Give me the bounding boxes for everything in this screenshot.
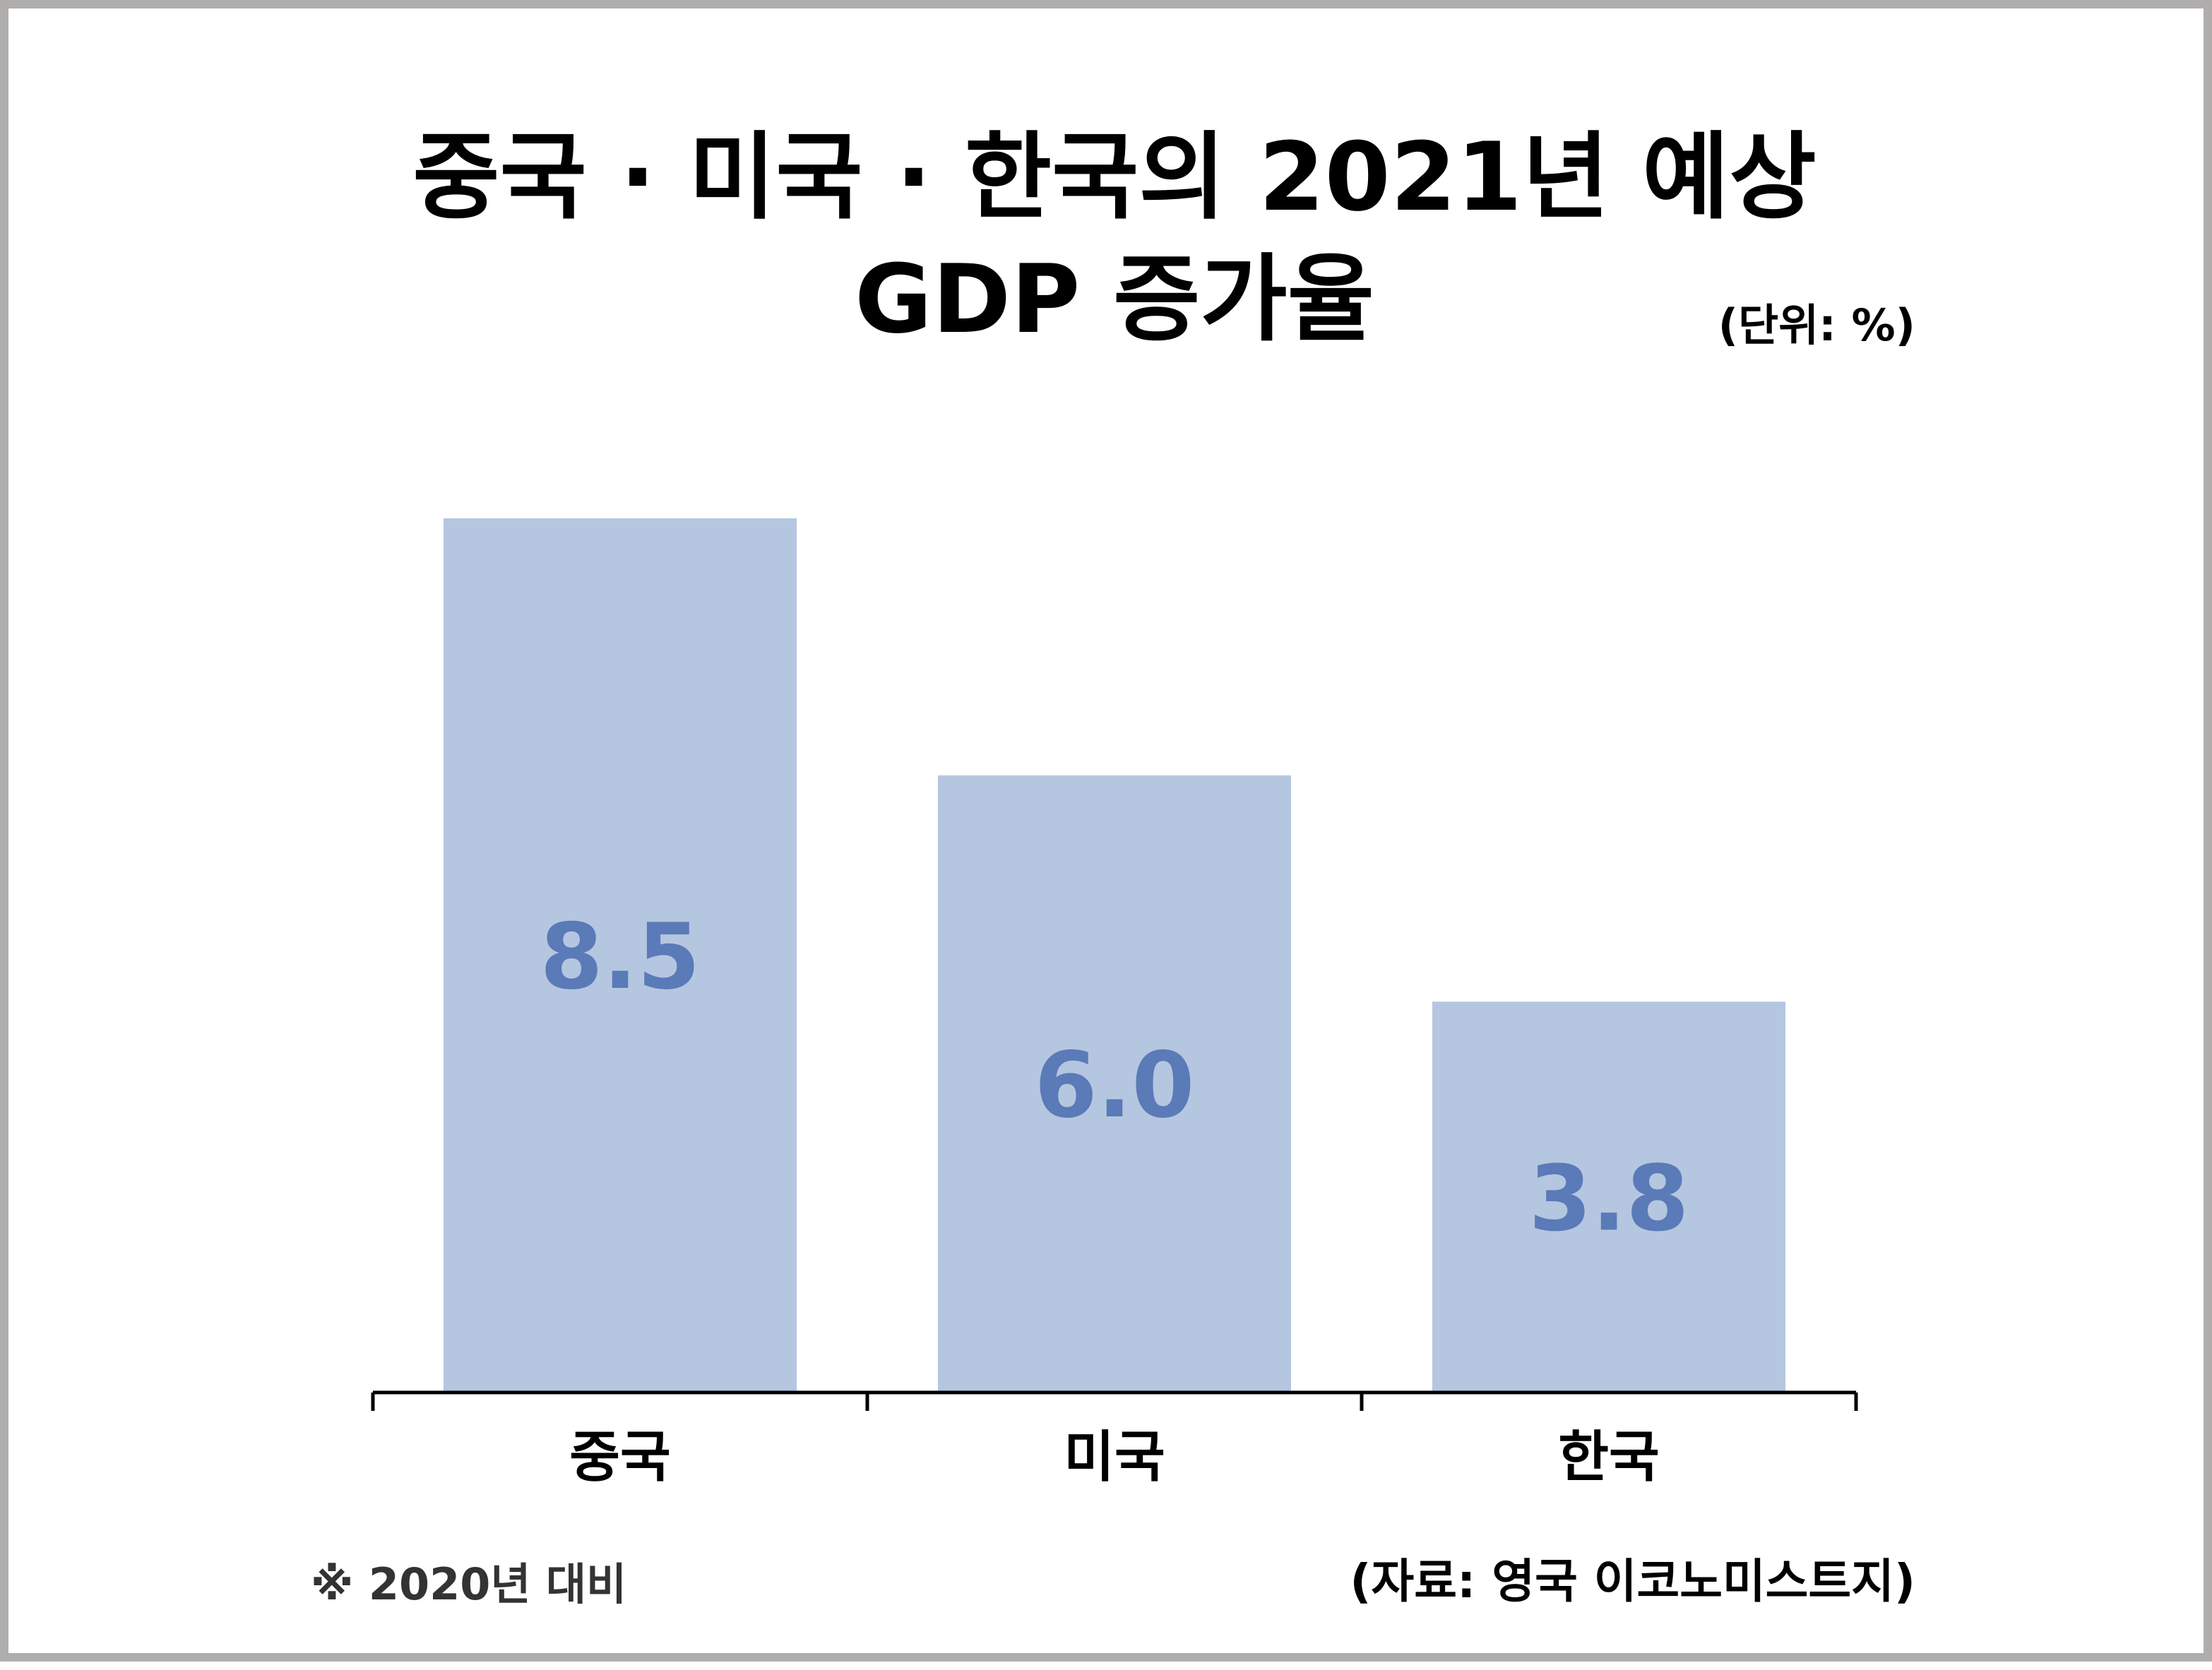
- footnote: ※ 2020년 대비: [311, 1558, 626, 1610]
- bars-group: 8.5 6.0 3.8: [444, 518, 1785, 1392]
- category-label-2: 미국: [1064, 1426, 1165, 1489]
- category-labels: 중국 미국 한국: [569, 1426, 1660, 1489]
- category-label-1: 중국: [569, 1426, 671, 1489]
- value-label-1: 8.5: [540, 905, 701, 1010]
- source-note: (자료: 영국 이코노미스트지): [1350, 1554, 1915, 1609]
- value-label-3: 3.8: [1529, 1146, 1689, 1251]
- category-label-3: 한국: [1558, 1426, 1660, 1489]
- bar-2: [938, 775, 1291, 1392]
- unit-label: (단위: %): [1718, 299, 1915, 351]
- chart-title-line-1: 중국 · 미국 · 한국의 2021년 예상: [412, 122, 1816, 232]
- x-axis: [371, 1390, 1858, 1411]
- bar-3: [1432, 1001, 1785, 1392]
- bar-1: [444, 518, 797, 1392]
- value-label-2: 6.0: [1035, 1033, 1195, 1138]
- bar-chart: 중국 · 미국 · 한국의 2021년 예상 GDP 증가율 (단위: %) 8…: [311, 122, 1915, 1610]
- chart-title-line-2: GDP 증가율: [855, 244, 1374, 354]
